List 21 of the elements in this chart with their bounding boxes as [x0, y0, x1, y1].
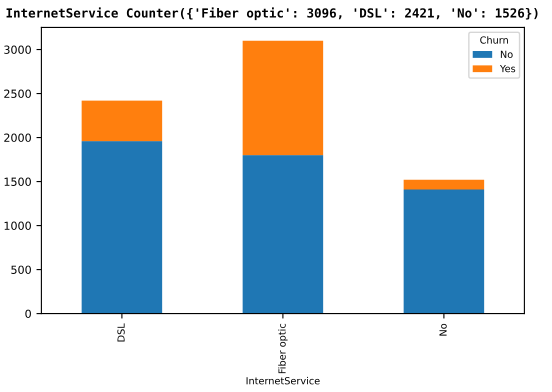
bar — [82, 141, 162, 314]
legend-label: No — [500, 50, 513, 58]
y-tick-label: 0 — [25, 310, 31, 318]
y-tick-label: 3000 — [4, 46, 31, 54]
x-axis-title: InternetService — [246, 376, 320, 384]
y-tick-label: 500 — [11, 266, 31, 274]
y-tick-label: 1000 — [4, 222, 31, 230]
bar — [82, 100, 162, 142]
bar — [404, 180, 484, 190]
bar — [242, 155, 324, 314]
legend-title: Churn — [480, 36, 508, 44]
x-tick-label: Fiber optic — [278, 324, 288, 374]
legend-label: Yes — [500, 65, 516, 72]
y-tick-label: 2000 — [4, 134, 31, 142]
bar — [404, 189, 484, 314]
bar — [242, 40, 324, 156]
y-tick-label: 1500 — [4, 178, 31, 186]
y-tick-label: 2500 — [4, 90, 31, 98]
x-tick-label: No — [439, 324, 447, 336]
x-tick-label: DSL — [117, 323, 125, 342]
chart-title: InternetService Counter({'Fiber optic': 3096, 'DSL': 2421, 'No': 1526}) — [6, 7, 538, 20]
